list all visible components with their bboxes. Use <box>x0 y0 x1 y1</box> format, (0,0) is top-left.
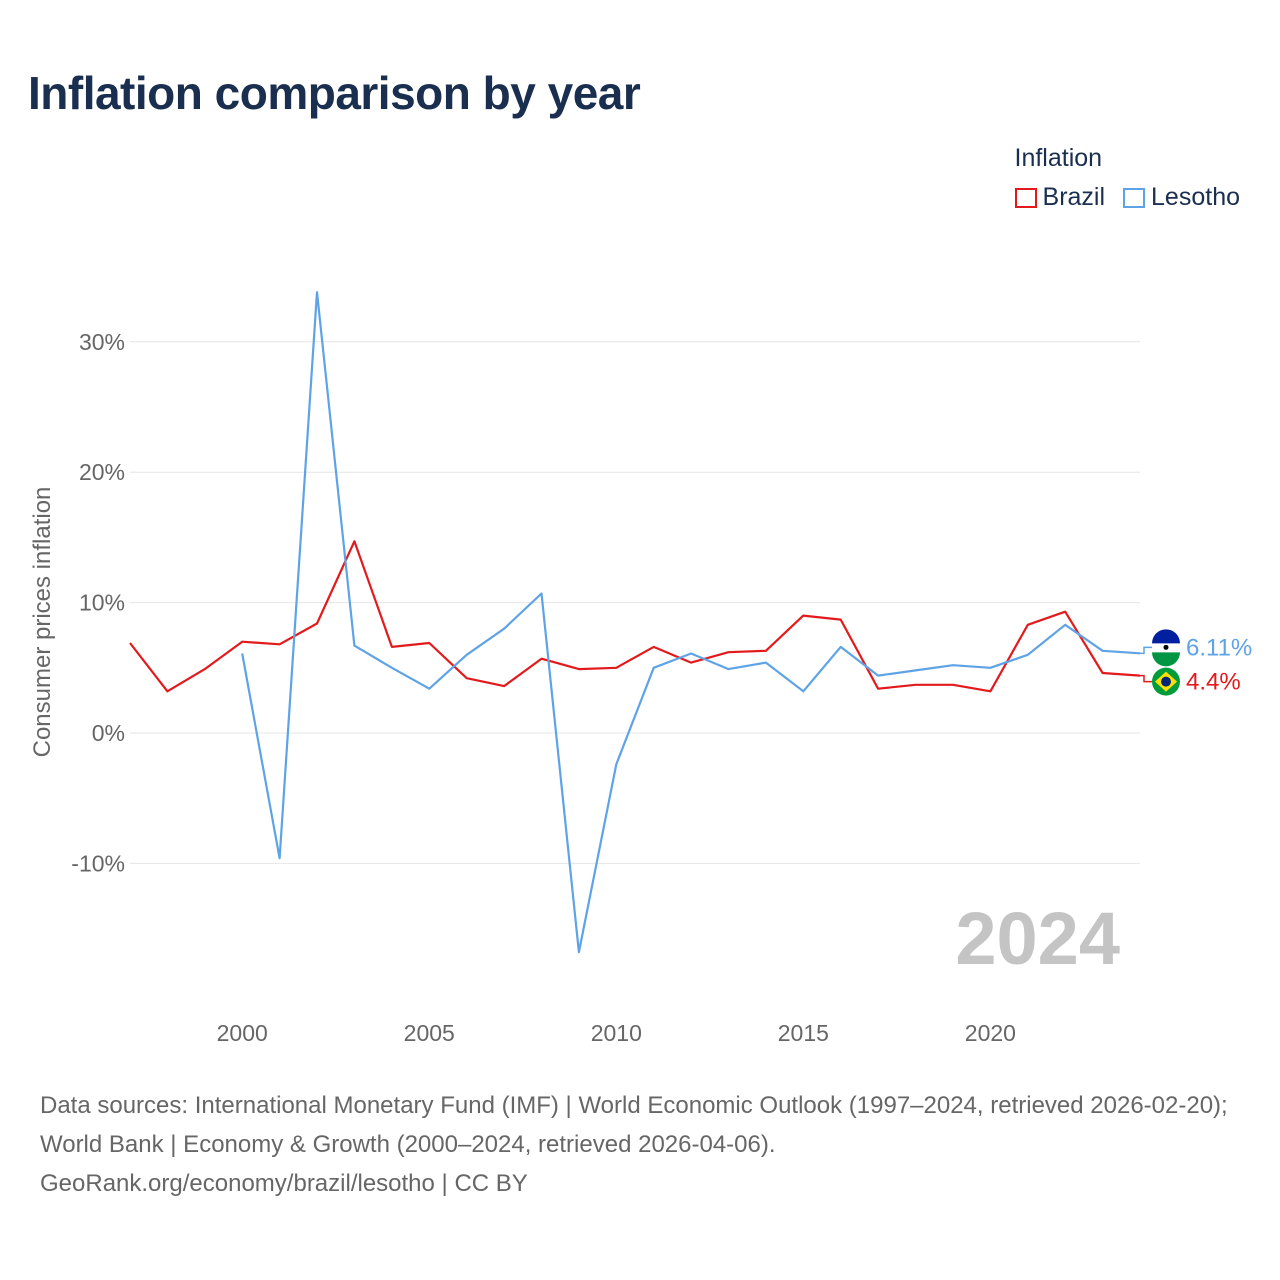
chart-title: Inflation comparison by year <box>28 67 641 119</box>
footer: Data sources: International Monetary Fun… <box>40 1086 1250 1203</box>
connector-brazil <box>1140 674 1152 683</box>
lesotho-flag-icon <box>1152 629 1181 667</box>
legend-item-lesotho[interactable]: Lesotho <box>1123 183 1240 212</box>
connector-lesotho <box>1140 646 1152 655</box>
x-tick-label: 2010 <box>591 1020 642 1046</box>
lesotho-flag-blue <box>1152 629 1181 644</box>
legend-title: Inflation <box>1014 144 1103 172</box>
series-line-lesotho <box>241 291 1141 954</box>
x-tick-label: 2005 <box>404 1020 455 1046</box>
legend-label-lesotho: Lesotho <box>1151 183 1240 211</box>
legend-swatch-brazil <box>1014 187 1037 208</box>
lesotho-flag-green <box>1152 652 1180 667</box>
series-line-brazil <box>129 540 1141 693</box>
x-tick-label: 2015 <box>778 1020 829 1046</box>
line-chart: -10% 0% 10% 20% 30% 2000 2005 2010 2015 2020 202… <box>29 291 1252 1046</box>
y-tick-label: 10% <box>79 590 125 616</box>
year-marker: 2024 <box>955 897 1120 980</box>
end-label-lesotho: 6.11% <box>1186 634 1252 661</box>
brazil-flag-globe <box>1161 676 1171 687</box>
footer-credit: GeoRank.org/economy/brazil/lesotho | CC … <box>40 1170 528 1197</box>
x-tick-label: 2000 <box>217 1020 268 1046</box>
y-tick-label: -10% <box>71 850 125 876</box>
lesotho-flag-hat <box>1163 644 1169 650</box>
end-label-brazil: 4.4% <box>1186 669 1241 696</box>
x-tick-label: 2020 <box>965 1020 1016 1046</box>
footer-sources: Data sources: International Monetary Fun… <box>40 1092 1228 1158</box>
legend: Inflation Brazil Lesotho <box>1014 144 1240 212</box>
legend-label-brazil: Brazil <box>1042 183 1106 211</box>
brazil-flag-icon <box>1152 667 1180 696</box>
y-tick-label: 0% <box>92 720 125 746</box>
y-axis-label: Consumer prices inflation <box>29 487 56 758</box>
legend-swatch-lesotho <box>1123 187 1146 208</box>
y-tick-label: 20% <box>79 459 125 485</box>
legend-item-brazil[interactable]: Brazil <box>1014 183 1106 212</box>
y-tick-label: 30% <box>79 329 125 355</box>
